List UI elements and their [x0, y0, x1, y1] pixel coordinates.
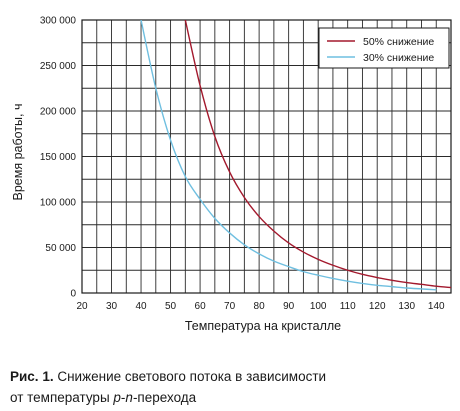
caption-line-2: от температуры p-n-перехода [10, 387, 326, 408]
legend-label-1: 50% снижение [363, 36, 434, 48]
caption-figure-label: Рис. 1. [10, 369, 54, 384]
axis-labels: Температура на кристалле Время работы, ч [11, 104, 341, 334]
y-tick-label: 50 000 [45, 243, 76, 254]
y-tick-label: 300 000 [40, 16, 77, 27]
x-tick-label: 80 [254, 301, 266, 312]
y-axis-label: Время работы, ч [11, 104, 25, 201]
plot-frame [81, 19, 452, 294]
y-tick-label: 150 000 [40, 152, 77, 163]
y-tick-label: 200 000 [40, 107, 77, 118]
y-tick-label: 100 000 [40, 198, 77, 209]
x-tick-label: 110 [340, 301, 356, 312]
caption-p: p [113, 390, 121, 405]
caption-text-2: от температуры [10, 390, 114, 405]
x-tick-label: 90 [283, 301, 295, 312]
x-tick-label: 70 [224, 301, 236, 312]
y-tick-label: 0 [70, 289, 76, 300]
series-line-1 [184, 20, 451, 289]
x-tick-label: 120 [369, 301, 386, 312]
legend-box [318, 27, 450, 69]
figure-caption: Рис. 1. Снижение светового потока в зави… [10, 366, 326, 408]
caption-n: n [125, 390, 133, 405]
chart: 20 30 40 50 60 70 80 90 100 110 120 130 140 0 50 000 10… [11, 16, 452, 334]
caption-text-3: -перехода [132, 390, 197, 405]
x-tick-label: 130 [398, 301, 415, 312]
caption-dash: - [120, 390, 126, 405]
x-tick-label: 140 [428, 301, 445, 312]
x-tick-label: 60 [195, 301, 207, 312]
caption-line-1: Рис. 1. Снижение светового потока в зави… [10, 366, 326, 387]
x-tick-label: 40 [135, 301, 147, 312]
caption-text-1: Снижение светового потока в зависимости [53, 369, 327, 384]
x-tick-label: 20 [76, 301, 88, 312]
x-tick-label: 50 [165, 301, 177, 312]
x-tick-label: 100 [310, 301, 327, 312]
legend-label-2: 30% снижение [363, 52, 434, 64]
x-axis-label: Температура на кристалле [185, 319, 341, 333]
series-lines [140, 20, 451, 291]
series-line-2 [140, 20, 437, 291]
legend: 50% снижение 30% снижение [318, 27, 450, 69]
axes: 20 30 40 50 60 70 80 90 100 110 120 130 140 0 50 000 10… [40, 16, 452, 312]
x-tick-label: 30 [106, 301, 118, 312]
y-tick-label: 250 000 [40, 61, 77, 72]
